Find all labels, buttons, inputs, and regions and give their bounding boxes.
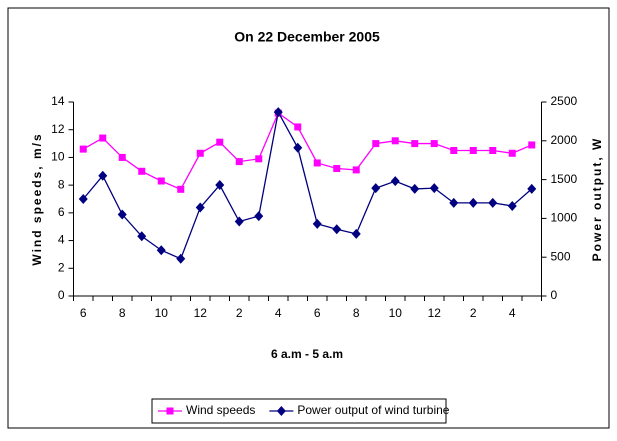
x-tick-label: 2 [236,306,243,320]
x-tick-label: 6 [80,306,87,320]
data-point [430,140,438,148]
x-tick-label: 8 [119,306,126,320]
data-point [391,137,399,145]
data-point [372,140,380,148]
y-tick-label: 8 [58,177,65,191]
data-point [508,149,516,157]
y-tick-label: 12 [51,122,65,136]
y2-tick-label: 2500 [551,94,578,108]
data-point [429,183,439,194]
data-point [469,147,477,154]
x-axis-label: 6 a.m - 5 a.m [271,347,343,361]
x-tick-label: 4 [509,306,516,320]
y-tick-label: 6 [58,205,65,219]
data-point [527,183,537,194]
data-point [528,141,536,149]
data-point [157,177,165,185]
data-point [449,197,459,208]
x-tick-label: 10 [389,306,403,320]
data-point [79,145,87,153]
data-point [468,197,478,208]
y-tick-label: 10 [51,150,65,164]
y2-tick-label: 1000 [551,211,578,225]
data-point [156,245,166,256]
data-point [312,218,322,229]
legend-marker [166,407,174,415]
data-point [78,194,88,204]
legend-label: Wind speeds [186,403,255,417]
data-point [489,147,497,154]
data-point [235,158,243,166]
x-tick-label: 12 [194,306,208,320]
data-point [137,231,147,242]
data-point [117,209,127,220]
data-point [410,183,420,194]
x-tick-label: 8 [353,306,360,320]
data-point [411,140,419,148]
x-tick-label: 4 [275,306,282,320]
data-point [215,180,225,191]
y2-tick-label: 0 [551,288,558,302]
y-axis-label: Wind speeds, m/s [30,132,44,265]
x-tick-label: 6 [314,306,321,320]
data-point [234,216,244,227]
legend-marker [276,406,286,416]
y-tick-label: 0 [58,288,65,302]
x-tick-label: 2 [470,306,477,320]
data-point [273,107,283,118]
data-point [450,147,458,154]
chart-title: On 22 December 2005 [234,29,380,45]
data-point [371,183,381,194]
data-point [196,149,204,157]
data-point [177,185,185,193]
data-point [118,153,126,161]
x-tick-label: 12 [428,306,442,320]
chart-border [7,7,610,429]
y-tick-label: 4 [58,233,65,247]
data-point [390,176,400,187]
data-point [313,159,321,167]
y2-tick-label: 500 [551,249,571,263]
data-point [352,166,360,174]
x-tick-label: 10 [155,306,169,320]
data-point [99,134,107,142]
data-point [138,167,146,175]
data-point [216,138,224,146]
y-tick-label: 2 [58,260,65,274]
legend-box [151,398,447,424]
data-point [294,123,302,131]
data-point [255,155,263,163]
y2-axis-label: Power output, W [590,137,604,262]
y-tick-label: 14 [51,94,65,108]
data-point [254,211,264,222]
data-point [195,202,205,213]
data-point [488,197,498,208]
data-point [293,142,303,153]
y2-tick-label: 1500 [551,172,578,186]
legend-label: Power output of wind turbine [297,403,449,417]
data-point [176,253,186,264]
y2-tick-label: 2000 [551,133,578,147]
data-point [507,200,517,211]
data-point [333,165,341,173]
data-point [351,228,361,239]
data-point [98,170,108,181]
data-point [332,224,342,235]
